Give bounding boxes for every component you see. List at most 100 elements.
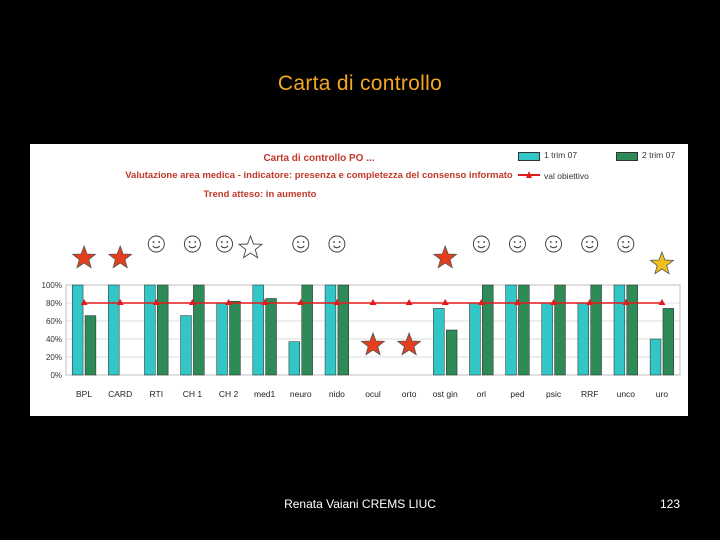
y-tick-label: 80% [46,299,62,308]
target-marker [225,299,233,305]
x-tick-label: med1 [254,389,276,399]
x-tick-label: unco [617,389,636,399]
smiley-eye [220,241,223,243]
smiley-mouth [585,245,594,249]
star-red-icon [432,244,458,269]
legend-target-marker [518,171,540,178]
smiley-icon [328,235,346,253]
bar-series2 [626,284,638,376]
smiley-icon [472,235,490,253]
legend-swatch-series2 [616,152,638,161]
smiley-eye [226,241,229,243]
chart-title: Carta di controllo PO ... [263,153,375,164]
smiley-eye [586,241,588,243]
x-tick-label: BPL [76,389,92,399]
smiley-mouth [477,245,486,249]
x-tick-label: orto [402,389,417,399]
smiley-icon [216,235,233,253]
bar-series1 [71,284,84,376]
bar-series1 [180,315,192,376]
x-tick-label: neuro [290,389,312,399]
bar-series1 [144,284,156,376]
smiley-eye [622,241,624,243]
smiley-eye [477,241,480,243]
y-tick-label: 100% [42,281,62,290]
smiley-eye [302,241,305,243]
bar-series2 [301,284,313,376]
target-marker [261,299,269,305]
legend-label-series1: 1 trim 07 [544,150,578,160]
target-marker [658,299,666,305]
bar-series2 [518,284,530,376]
x-tick-label: RRF [581,389,598,399]
bar-series1 [433,308,445,376]
smiley-mouth [622,245,630,249]
smiley-eye [627,241,630,243]
bar-series2 [590,284,602,376]
smiley-mouth [513,245,522,249]
bar-series1 [577,302,589,376]
x-tick-label: ost gin [433,389,458,399]
smiley-icon [292,235,310,253]
target-marker [369,299,377,305]
star-red-icon [360,331,386,356]
x-tick-label: uro [656,389,669,399]
bar-series1 [252,284,264,376]
smiley-mouth [152,245,161,249]
bar-series2 [337,284,349,376]
target-marker [513,299,521,305]
x-tick-label: ocul [365,389,381,399]
bar-series2 [445,329,458,376]
smiley-eye [297,241,299,243]
target-marker [188,299,196,305]
smiley-mouth [333,245,341,249]
smiley-eye [519,241,522,243]
star-red-icon [107,244,133,269]
smiley-mouth [296,245,305,249]
target-marker [586,299,594,305]
target-marker [152,299,160,305]
star-red-icon [71,244,97,269]
y-tick-label: 40% [46,335,62,344]
chart-panel: Carta di controllo PO ... Valutazione ar… [30,144,688,416]
bar-series1 [469,302,481,376]
target-marker [441,299,449,305]
x-tick-label: ped [510,389,524,399]
x-tick-label: RTI [150,389,164,399]
x-tick-label: CARD [108,389,132,399]
chart-plot: 0% 20% 40% 60% 80% 100% BPL CARD RTI CH 1 CH 2 med1… [42,234,681,399]
star-yellow-icon [649,250,675,275]
bar-series1 [288,341,301,376]
bar-series1 [613,284,626,376]
bar-series1 [541,302,553,376]
bar-series1 [108,284,120,376]
y-tick-label: 20% [46,353,62,362]
smiley-eye [158,241,160,243]
bar-series2 [554,284,566,376]
smiley-eye [483,241,486,243]
chart-subtitle: Valutazione area medica - indicatore: pr… [125,170,513,181]
chart-trend-text: Trend atteso: in aumento [203,189,317,200]
slide-title: Carta di controllo [277,72,443,95]
x-tick-label: CH 1 [183,389,203,399]
bar-series2 [157,284,169,376]
bar-series1 [505,284,517,376]
smiley-icon [183,235,201,253]
bar-series2 [662,308,675,376]
smiley-eye [188,241,191,243]
target-marker [550,299,558,305]
target-marker [116,299,124,305]
x-tick-label: orl [477,389,487,399]
smiley-eye [152,241,155,243]
smiley-mouth [220,245,229,249]
y-tick-label: 60% [46,317,62,326]
smiley-icon [147,235,165,253]
legend-swatch-series1 [518,152,540,161]
smiley-mouth [549,245,558,249]
smiley-eye [549,241,552,243]
smiley-eye [338,241,341,243]
footer-author: Renata Vaiani CREMS LIUC [284,497,436,511]
target-marker [80,299,88,305]
smiley-icon [617,235,635,253]
smiley-eye [591,241,594,243]
